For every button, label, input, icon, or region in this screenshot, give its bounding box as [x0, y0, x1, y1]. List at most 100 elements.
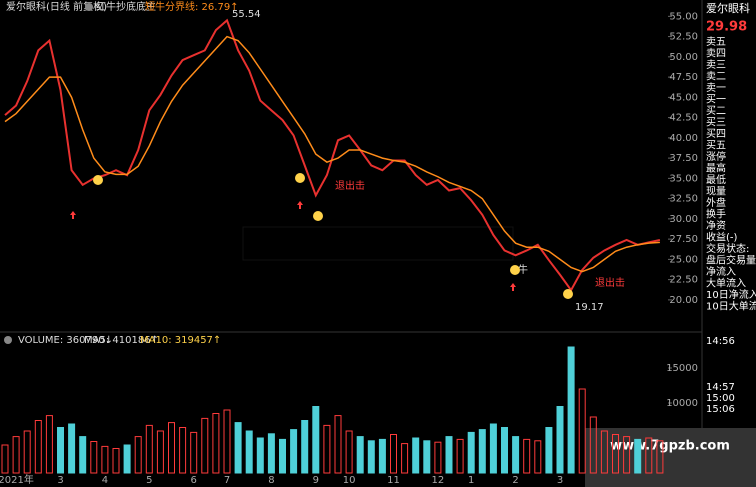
y-tick-label: 45.00 [669, 92, 698, 103]
quote-row: 大单流入 [706, 277, 746, 290]
y-tick-label: 15000 [666, 363, 698, 374]
volume-bar [267, 433, 275, 474]
volume-bar [378, 438, 386, 474]
volume-bar [467, 431, 475, 474]
watermark: www.7gpzb.com [610, 439, 730, 454]
volume-bar [634, 438, 642, 474]
volume-bar [512, 436, 520, 474]
volume-label: MA10: 319457↑ [140, 335, 221, 346]
smiley [313, 211, 323, 221]
volume-bar [345, 430, 353, 474]
volume-bar [545, 427, 553, 474]
volume-bar [645, 437, 653, 474]
trade-time: 14:57 [706, 382, 735, 393]
arrow [297, 201, 303, 209]
quote-row: 外盘 [706, 196, 726, 209]
volume-bar [190, 431, 198, 474]
volume-bar [134, 436, 142, 474]
volume-bar [223, 409, 231, 474]
volume-bar [589, 416, 597, 474]
volume-bar [90, 441, 98, 474]
chart-title: 爱尔眼科(日线 前复权) [6, 0, 107, 13]
y-tick-label: 37.50 [669, 153, 698, 164]
y-tick-label: 10000 [666, 398, 698, 409]
y-tick-label: 22.50 [669, 275, 698, 286]
volume-bar [245, 430, 253, 474]
quote-row: 净流入 [706, 265, 736, 278]
quote-row: 买五 [706, 140, 726, 152]
volume-bar [501, 427, 508, 474]
x-tick-label: 3 [57, 475, 63, 486]
volume-bar [323, 424, 331, 474]
quote-row: 卖四 [706, 48, 726, 60]
y-tick-label: 47.50 [669, 72, 698, 83]
trade-time: 15:06 [706, 404, 735, 415]
volume-bar [567, 346, 575, 474]
quote-row: 换手 [706, 208, 726, 221]
quote-row: 盘后交易量 [706, 254, 756, 267]
quote-row: 最高 [706, 162, 726, 175]
volume-bar [179, 427, 187, 474]
volume-bar [456, 438, 464, 474]
y-tick-label: 30.00 [669, 214, 698, 225]
volume-bar [279, 438, 286, 474]
annotation: 19.17 [575, 302, 604, 313]
quote-row: 买二 [706, 105, 726, 117]
volume-bar [556, 406, 564, 474]
volume-label: MA5: 410186↑ [84, 335, 159, 346]
y-tick-label: 32.50 [669, 194, 698, 205]
volume-bar [290, 429, 298, 474]
volume-bar [112, 448, 120, 474]
arrow [510, 283, 516, 291]
y-tick-label: 52.50 [669, 32, 698, 43]
x-tick-label: 5 [146, 475, 152, 486]
x-tick-label: 1 [468, 475, 474, 486]
icon [85, 3, 93, 11]
volume-bar [445, 436, 453, 474]
volume-bar [356, 436, 364, 474]
trade-time: 14:56 [706, 336, 735, 347]
volume-bar [612, 434, 619, 474]
volume-bar [578, 388, 586, 474]
volume-bar [390, 434, 397, 474]
y-tick-label: 25.00 [669, 254, 698, 265]
quote-row: 最低 [706, 173, 726, 186]
volume-bar [401, 443, 409, 474]
volume-bar [201, 417, 209, 474]
volume-bar [301, 420, 309, 474]
quote-row: 收益(-) [706, 231, 738, 244]
quote-row: 净资 [706, 219, 726, 232]
x-tick-label: 8 [268, 475, 274, 486]
volume-bar [1, 444, 9, 474]
y-tick-label: 42.50 [669, 113, 698, 124]
y-tick-label: 20.00 [669, 295, 698, 306]
stock-price: 29.98 [706, 20, 747, 35]
watermark-box [585, 428, 756, 487]
indicator-name: 红牛抄底底主 [96, 0, 156, 13]
volume-bar [212, 413, 220, 474]
y-tick-label: 35.00 [669, 173, 698, 184]
arrow [70, 211, 76, 219]
quote-row: 卖二 [706, 71, 726, 83]
volume-bar [57, 427, 64, 474]
y-tick-label: 55.00 [669, 11, 698, 22]
volume-bar [156, 430, 164, 474]
volume-bar [489, 423, 497, 474]
volume-bar [168, 422, 175, 474]
volume-bar [367, 440, 375, 474]
annotation: 牛 [518, 263, 528, 276]
annotation: 55.54 [232, 9, 261, 20]
volume-bar [145, 424, 153, 474]
x-tick-label: 2 [512, 475, 518, 486]
volume-bar [12, 436, 20, 474]
volume-bar [68, 423, 76, 474]
indicator-value: 短牛分界线: 26.79↑ [145, 0, 239, 13]
redaction [242, 226, 514, 261]
volume-bar [45, 415, 53, 474]
volume-bar [412, 437, 420, 474]
stock-name: 爱尔眼科 [706, 1, 750, 15]
volume-bar [523, 438, 531, 474]
quote-row: 卖三 [706, 59, 726, 71]
x-tick-label: 10 [343, 475, 356, 486]
